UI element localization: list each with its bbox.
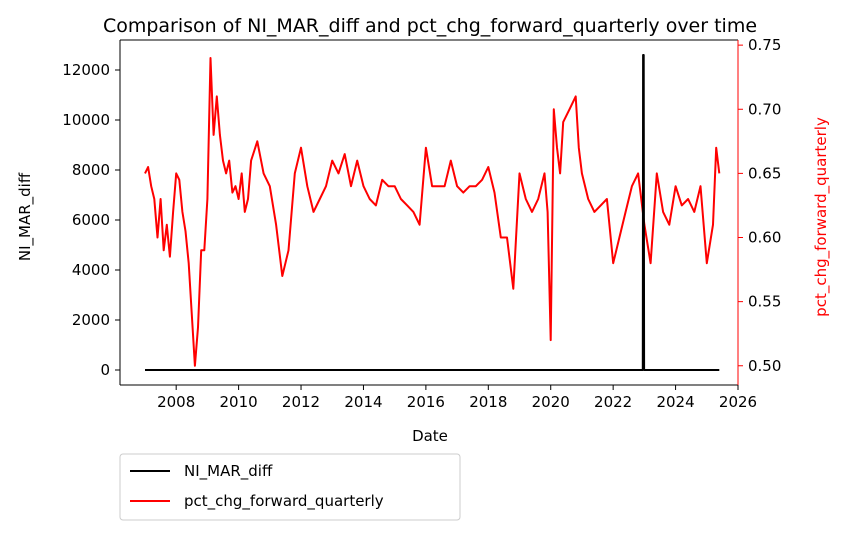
y-right-tick-label: 0.55 bbox=[748, 293, 781, 311]
y-right-tick-label: 0.75 bbox=[748, 36, 781, 54]
y-axis-left-label: NI_MAR_diff bbox=[16, 172, 35, 261]
y-left-tick-label: 12000 bbox=[62, 61, 110, 79]
chart-title: Comparison of NI_MAR_diff and pct_chg_fo… bbox=[103, 15, 757, 37]
x-tick-label: 2022 bbox=[594, 393, 632, 411]
y-left-tick-label: 0 bbox=[100, 361, 110, 379]
y-axis-right-ticks: 0.50 0.55 0.60 0.65 0.70 0.75 bbox=[738, 36, 781, 375]
y-left-tick-label: 8000 bbox=[72, 161, 110, 179]
x-tick-label: 2008 bbox=[157, 393, 195, 411]
legend-label-ni-mar-diff: NI_MAR_diff bbox=[184, 462, 273, 481]
x-axis-ticks: 2008 2010 2012 2014 2016 2018 2020 2022 2024 2026 bbox=[157, 385, 757, 411]
x-tick-label: 2016 bbox=[407, 393, 445, 411]
series-line-ni-mar-diff bbox=[145, 54, 720, 371]
y-left-tick-label: 4000 bbox=[72, 261, 110, 279]
y-left-tick-label: 10000 bbox=[62, 111, 110, 129]
legend-box bbox=[119, 453, 461, 521]
legend: NI_MAR_diff pct_chg_forward_quarterly bbox=[119, 453, 461, 521]
series-line-pct-chg-forward-quarterly bbox=[144, 57, 721, 367]
x-axis-label: Date bbox=[412, 427, 448, 445]
y-axis-right-label: pct_chg_forward_quarterly bbox=[812, 117, 831, 317]
y-right-tick-label: 0.50 bbox=[748, 357, 781, 375]
y-right-tick-label: 0.60 bbox=[748, 229, 781, 247]
y-right-tick-label: 0.65 bbox=[748, 164, 781, 182]
plot-area bbox=[120, 40, 738, 385]
x-tick-label: 2024 bbox=[656, 393, 694, 411]
x-tick-label: 2014 bbox=[344, 393, 382, 411]
y-right-tick-label: 0.70 bbox=[748, 100, 781, 118]
y-axis-left-ticks: 0 2000 4000 6000 8000 10000 12000 bbox=[62, 61, 120, 379]
legend-label-pct-chg: pct_chg_forward_quarterly bbox=[184, 492, 384, 511]
x-tick-label: 2020 bbox=[532, 393, 570, 411]
x-tick-label: 2018 bbox=[469, 393, 507, 411]
x-tick-label: 2026 bbox=[719, 393, 757, 411]
x-tick-label: 2010 bbox=[220, 393, 258, 411]
series-layer bbox=[144, 54, 721, 371]
y-left-tick-label: 2000 bbox=[72, 311, 110, 329]
x-tick-label: 2012 bbox=[282, 393, 320, 411]
y-left-tick-label: 6000 bbox=[72, 211, 110, 229]
